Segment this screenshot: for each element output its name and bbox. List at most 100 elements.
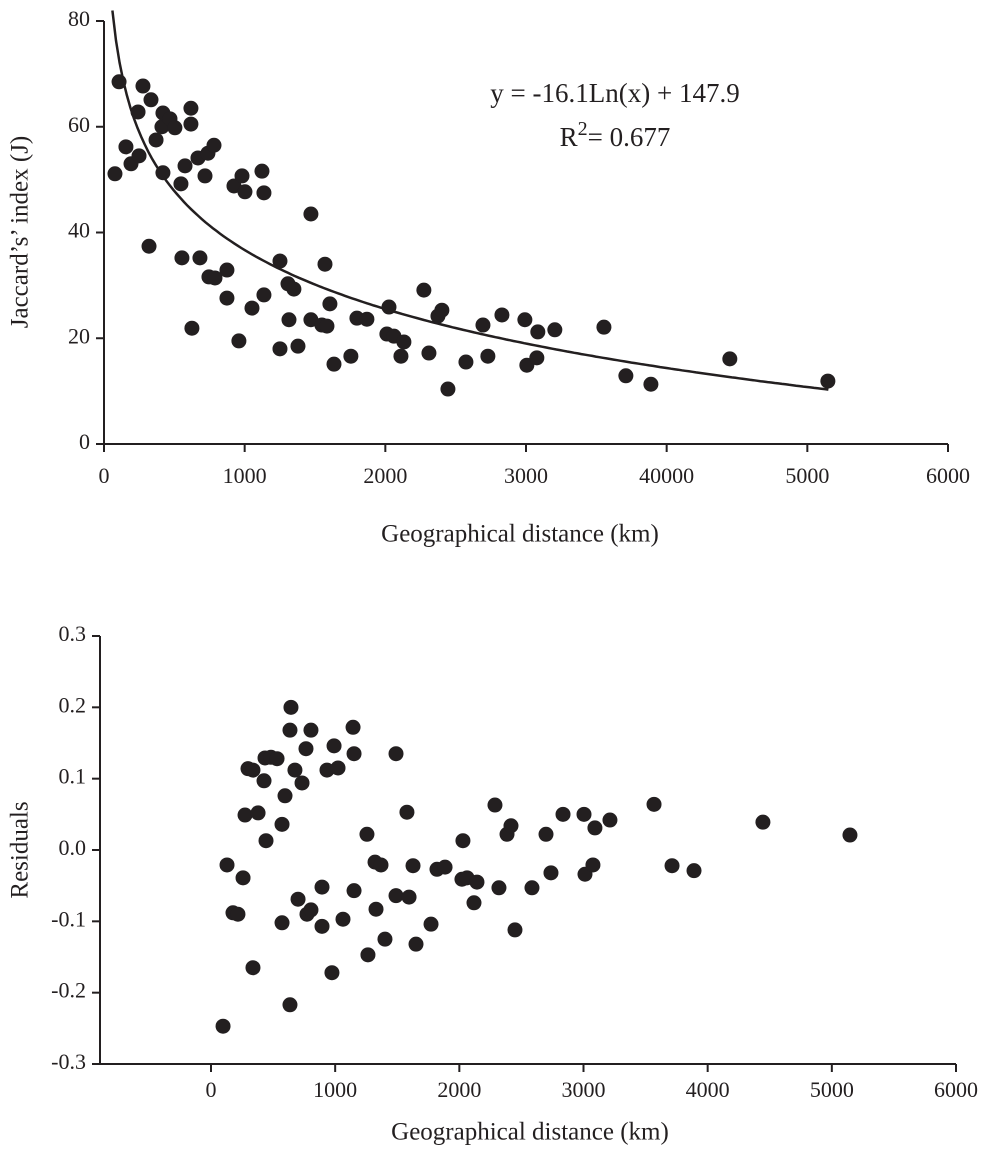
point <box>118 139 134 155</box>
point <box>314 879 330 895</box>
y-tick-label: 20 <box>68 323 90 348</box>
point <box>167 120 183 136</box>
point <box>437 859 453 875</box>
x-tick-label: 1000 <box>223 463 267 488</box>
point <box>230 906 246 922</box>
point <box>335 911 351 927</box>
point <box>503 818 519 834</box>
point <box>281 312 297 328</box>
point <box>256 287 272 303</box>
point <box>155 165 171 181</box>
point <box>396 334 412 350</box>
point <box>235 870 251 886</box>
point <box>244 300 260 316</box>
point <box>576 806 592 822</box>
point <box>585 857 601 873</box>
x-tick-label: 5000 <box>785 463 829 488</box>
point <box>130 104 146 120</box>
point <box>303 206 319 222</box>
point <box>408 936 424 952</box>
point <box>219 857 235 873</box>
point <box>529 350 545 366</box>
point <box>373 857 389 873</box>
point <box>359 826 375 842</box>
point <box>245 960 261 976</box>
y-axis-label: Jaccard’s’ index (J) <box>7 136 34 329</box>
point <box>343 348 359 364</box>
point <box>282 722 298 738</box>
point <box>416 282 432 298</box>
point <box>294 775 310 791</box>
point <box>272 253 288 269</box>
point <box>330 760 346 776</box>
point <box>148 132 164 148</box>
point <box>377 931 393 947</box>
point <box>596 319 612 335</box>
y-tick-label: -0.1 <box>51 906 86 931</box>
point <box>183 100 199 116</box>
point <box>219 290 235 306</box>
point <box>440 381 456 397</box>
point <box>538 826 554 842</box>
y-tick-label: 0.2 <box>59 692 87 717</box>
point <box>231 333 247 349</box>
point <box>207 270 223 286</box>
point <box>602 812 618 828</box>
point <box>234 168 250 184</box>
point <box>277 788 293 804</box>
point <box>480 348 496 364</box>
point <box>421 345 437 361</box>
point <box>360 947 376 963</box>
point <box>290 338 306 354</box>
equation: y = -16.1Ln(x) + 147.9 <box>490 78 739 108</box>
y-tick-label: 40 <box>68 218 90 243</box>
r-squared-symbol: R <box>560 122 578 152</box>
point <box>423 916 439 932</box>
point <box>326 738 342 754</box>
point <box>141 238 157 254</box>
point <box>219 262 235 278</box>
point <box>524 880 540 896</box>
r-squared-value: = 0.677 <box>588 122 671 152</box>
point <box>283 699 299 715</box>
point <box>319 318 335 334</box>
x-tick-label: 40000 <box>639 463 694 488</box>
point <box>507 922 523 938</box>
x-tick-label: 0 <box>206 1077 217 1102</box>
point <box>184 320 200 336</box>
point <box>298 741 314 757</box>
point <box>226 178 242 194</box>
point <box>487 797 503 813</box>
x-tick-label: 6000 <box>926 463 970 488</box>
trendline <box>111 10 829 391</box>
point <box>722 351 738 367</box>
y-tick-label: 0.3 <box>59 621 87 646</box>
r-squared: R2= 0.677 <box>560 118 671 153</box>
point <box>282 997 298 1013</box>
point <box>274 816 290 832</box>
point <box>664 858 680 874</box>
y-tick-label: 60 <box>68 112 90 137</box>
point <box>475 317 491 333</box>
point <box>272 341 288 357</box>
point <box>530 324 546 340</box>
point <box>543 865 559 881</box>
point <box>547 322 563 338</box>
y-tick-label: -0.2 <box>51 978 86 1003</box>
point <box>237 184 253 200</box>
point <box>388 888 404 904</box>
point <box>381 299 397 315</box>
x-tick-label: 0 <box>99 463 110 488</box>
point <box>111 74 127 90</box>
point <box>135 78 151 94</box>
point <box>317 256 333 272</box>
point <box>491 880 507 896</box>
point <box>346 883 362 899</box>
point <box>303 722 319 738</box>
point <box>324 965 340 981</box>
point <box>322 296 338 312</box>
point <box>755 814 771 830</box>
point <box>393 348 409 364</box>
point <box>458 354 474 370</box>
